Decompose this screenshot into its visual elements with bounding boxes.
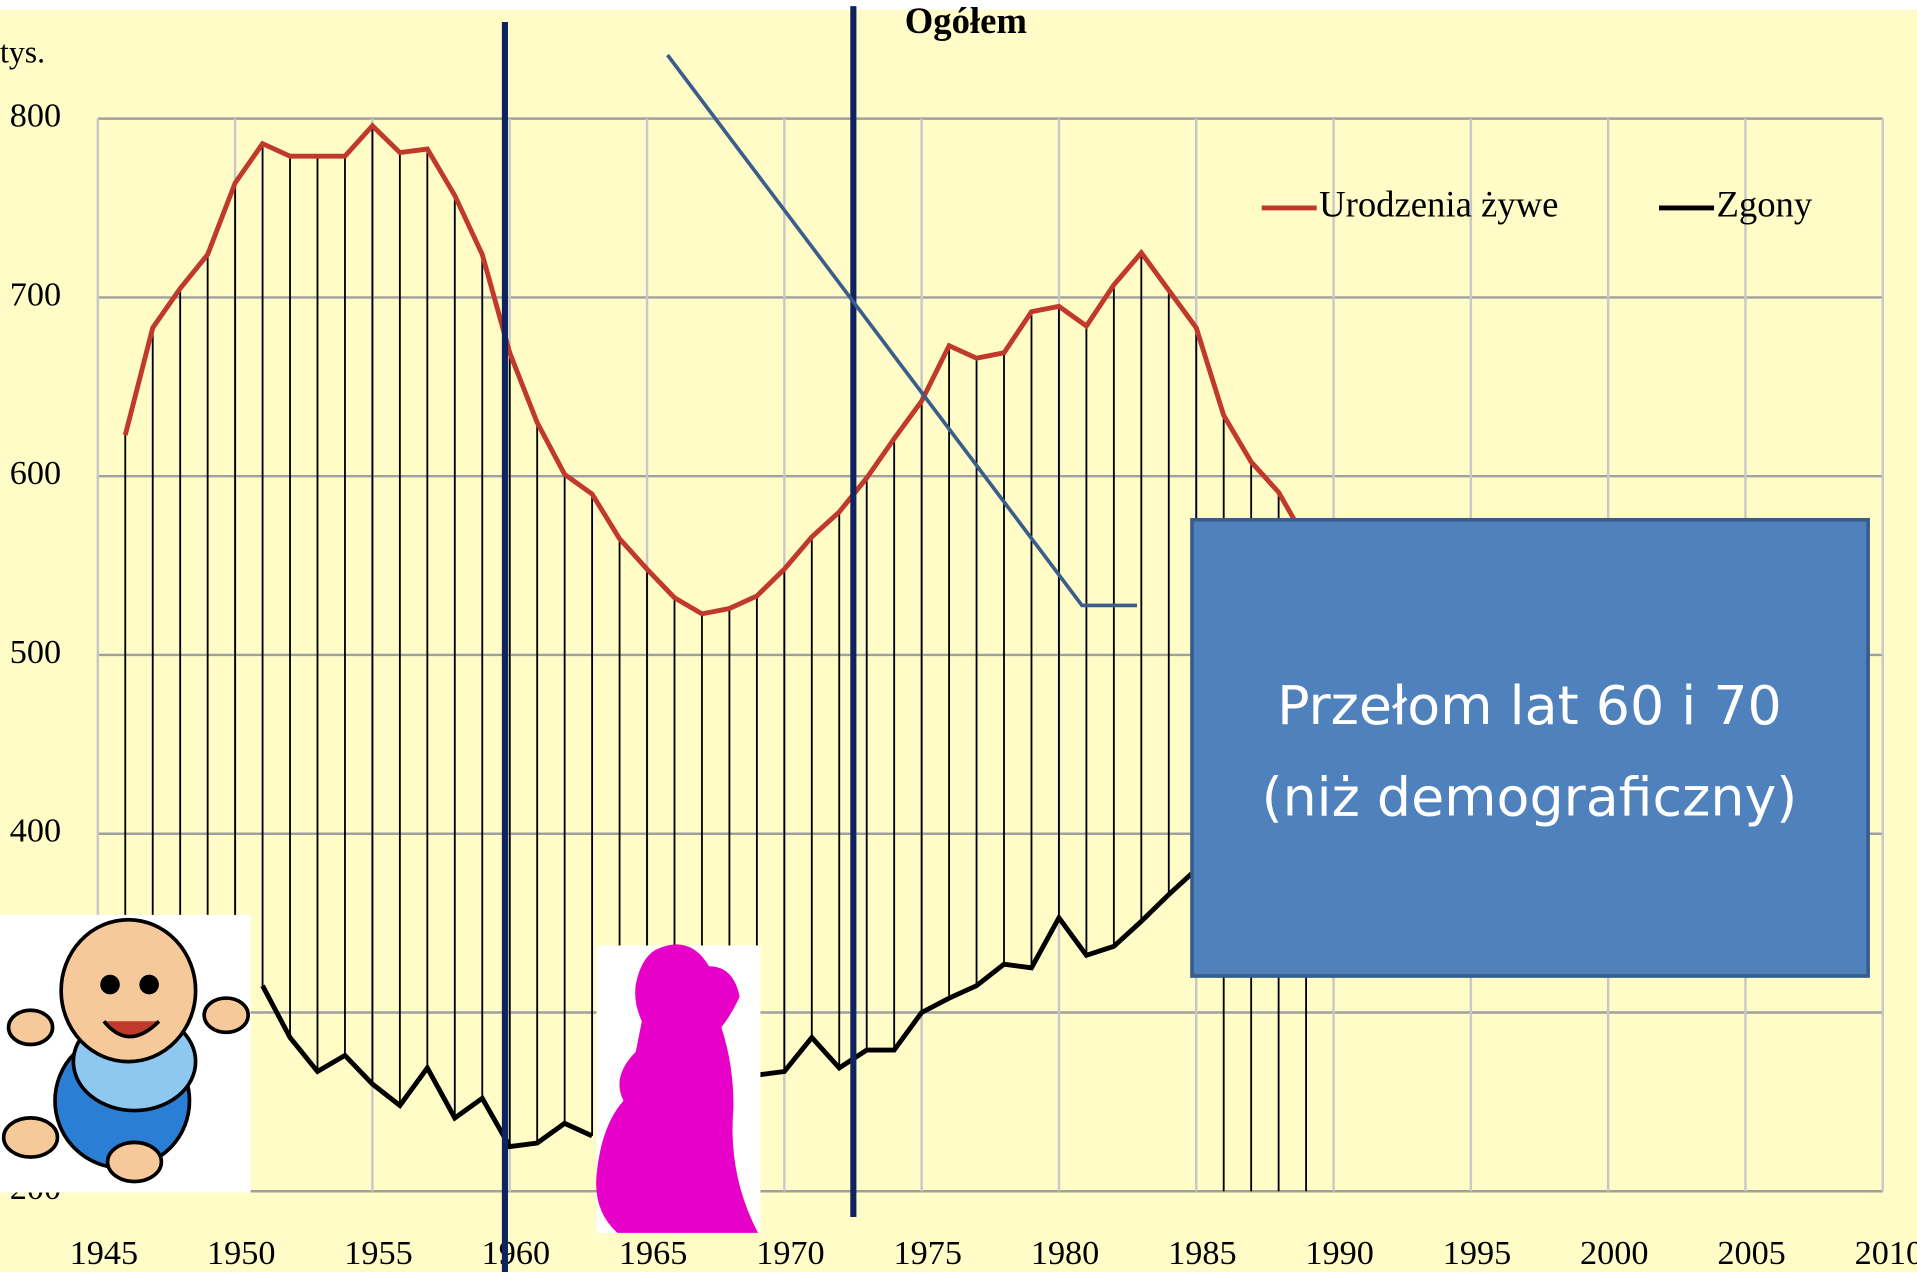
baby-picture xyxy=(0,915,251,1193)
x-tick-label: 1995 xyxy=(1443,1234,1511,1272)
annotation-text: (niż demograficzny) xyxy=(1262,766,1798,829)
x-tick-label: 1960 xyxy=(482,1234,550,1272)
x-tick-label: 2005 xyxy=(1717,1234,1785,1272)
y-tick-label: 400 xyxy=(10,812,61,850)
chart: 2003004005006007008001945195019551960196… xyxy=(0,0,1917,1272)
chart-title: Ogółem xyxy=(905,0,1027,41)
y-tick-label: 600 xyxy=(10,454,61,492)
y-tick-label: 500 xyxy=(10,633,61,671)
page: 2003004005006007008001945195019551960196… xyxy=(0,0,1917,1272)
legend-label: Zgony xyxy=(1716,183,1812,224)
pregnant-woman-picture xyxy=(596,944,760,1232)
x-tick-label: 1990 xyxy=(1305,1234,1373,1272)
x-tick-label: 1965 xyxy=(619,1234,687,1272)
y-tick-label: 700 xyxy=(10,275,61,313)
x-tick-label: 1945 xyxy=(70,1234,138,1272)
x-tick-label: 2000 xyxy=(1580,1234,1648,1272)
x-tick-label: 1950 xyxy=(207,1234,275,1272)
annotation-text: Przełom lat 60 i 70 xyxy=(1277,674,1782,737)
x-tick-label: 1970 xyxy=(756,1234,824,1272)
x-tick-label: 1980 xyxy=(1031,1234,1099,1272)
x-tick-label: 1975 xyxy=(894,1234,962,1272)
x-tick-label: 1955 xyxy=(344,1234,412,1272)
x-tick-label: 2010 xyxy=(1855,1234,1917,1272)
y-tick-label: 800 xyxy=(10,96,61,134)
y-axis-label: tys. xyxy=(0,34,45,69)
x-tick-label: 1985 xyxy=(1168,1234,1236,1272)
annotation-box xyxy=(1192,520,1868,976)
legend-label: Urodzenia żywe xyxy=(1319,183,1558,224)
